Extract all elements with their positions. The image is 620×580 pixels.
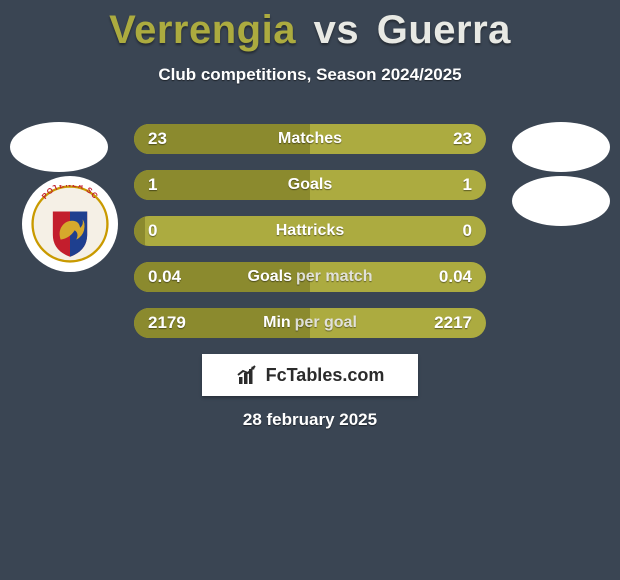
comparison-title: Verrengia vs Guerra (0, 0, 620, 53)
vs-text: vs (314, 8, 360, 52)
brand-badge[interactable]: FcTables.com (202, 354, 418, 396)
stat-label: Hattricks (134, 216, 486, 246)
player2-avatar-placeholder (512, 122, 610, 172)
player1-club-badge: POTENZA SC (22, 176, 118, 272)
club-badge-svg: POTENZA SC (31, 185, 109, 263)
stat-row: 2323Matches (134, 124, 486, 154)
subtitle: Club competitions, Season 2024/2025 (0, 65, 620, 85)
player2-club-placeholder (512, 176, 610, 226)
stat-label-left: Hattricks (276, 222, 344, 240)
stat-label-left: Goals (248, 268, 292, 286)
player2-name: Guerra (377, 8, 511, 52)
stat-label: Minper goal (134, 308, 486, 338)
stat-label-right: per match (296, 268, 372, 286)
date-text: 28 february 2025 (0, 410, 620, 430)
stat-label-right: per goal (295, 314, 357, 332)
stat-rows: 2323Matches 11Goals 00Hattricks 0.040.04Goa… (134, 124, 486, 354)
player1-avatar-placeholder (10, 122, 108, 172)
player1-name: Verrengia (109, 8, 296, 52)
stat-label: Goals (134, 170, 486, 200)
stat-row: 0.040.04Goalsper match (134, 262, 486, 292)
chart-icon (236, 363, 260, 387)
brand-text: FcTables.com (266, 365, 385, 386)
stat-label-left: Matches (278, 130, 342, 148)
stat-label: Goalsper match (134, 262, 486, 292)
stat-row: 11Goals (134, 170, 486, 200)
stat-label-left: Min (263, 314, 291, 332)
stat-label: Matches (134, 124, 486, 154)
stat-label-left: Goals (288, 176, 332, 194)
stat-row: 21792217Minper goal (134, 308, 486, 338)
stat-row: 00Hattricks (134, 216, 486, 246)
